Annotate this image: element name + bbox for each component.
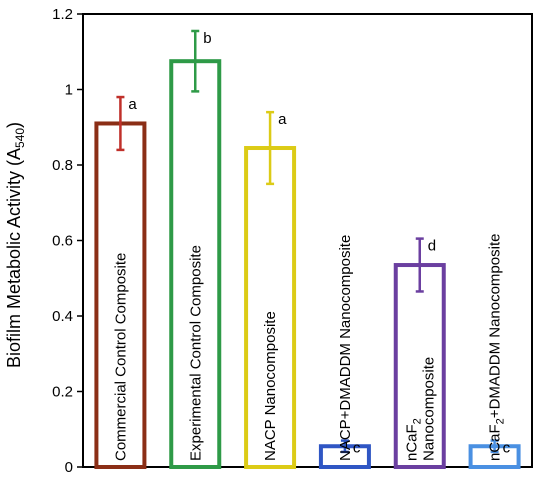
y-tick-label: 0 xyxy=(65,459,73,476)
y-axis-title-close: ) xyxy=(4,122,24,128)
bar-category-label: NACP+DMADDM Nanocomposite xyxy=(337,235,354,461)
plot-frame xyxy=(82,13,533,468)
bar-category-label-subscript: 2 xyxy=(411,418,423,424)
y-tick-label: 1.2 xyxy=(52,6,73,23)
bar-category-label-text: NACP Nanocomposite xyxy=(262,311,279,461)
significance-letter: b xyxy=(203,30,211,47)
bar-category-label-text: Commercial Control Composite xyxy=(112,253,129,461)
y-axis-title: Biofilm Metabolic Activity (A540) xyxy=(4,122,27,368)
bar-category-label-rest: +DMADDM Nanocomposite xyxy=(487,234,504,419)
y-tick-label: 0.4 xyxy=(52,308,73,325)
labels-layer: a Commercial Control Composite b Experiment… xyxy=(112,30,510,461)
y-tick-label: 0.6 xyxy=(52,233,73,250)
bar-category-label-subscript: 2 xyxy=(495,418,507,424)
y-tick-label: 0.8 xyxy=(52,157,73,174)
bar-category-label: nCaF2+DMADDM Nanocomposite xyxy=(487,234,507,461)
bar-category-label: Experimental Control Composite xyxy=(187,245,204,461)
bar-category-label: nCaF2 xyxy=(403,418,423,461)
bars-layer xyxy=(94,29,521,469)
bar-category-label-text: nCaF xyxy=(487,424,504,461)
bar-category-label-text: NACP+DMADDM Nanocomposite xyxy=(337,235,354,461)
bar-category-label: Commercial Control Composite xyxy=(112,253,129,461)
bar-category-label-text: Experimental Control Composite xyxy=(187,245,204,461)
bar-category-label-text: Nanocomposite xyxy=(420,357,437,461)
significance-letter: a xyxy=(278,111,287,128)
axes-layer: 0 0.2 0.4 0.6 0.8 1 1.2 xyxy=(52,6,533,476)
significance-letter: c xyxy=(353,440,361,457)
significance-letter: d xyxy=(428,238,436,255)
significance-letter: a xyxy=(128,96,137,113)
bar-category-label: NACP Nanocomposite xyxy=(262,311,279,461)
significance-letter: c xyxy=(503,440,511,457)
y-axis-title-sub: 540 xyxy=(13,128,27,148)
bar-category-label-text: nCaF xyxy=(403,424,420,461)
bar-category-label: Nanocomposite xyxy=(420,357,437,461)
y-axis-title-main: Biofilm Metabolic Activity (A xyxy=(4,148,24,368)
y-tick-label: 0.2 xyxy=(52,384,73,401)
y-tick-label: 1 xyxy=(65,82,73,99)
